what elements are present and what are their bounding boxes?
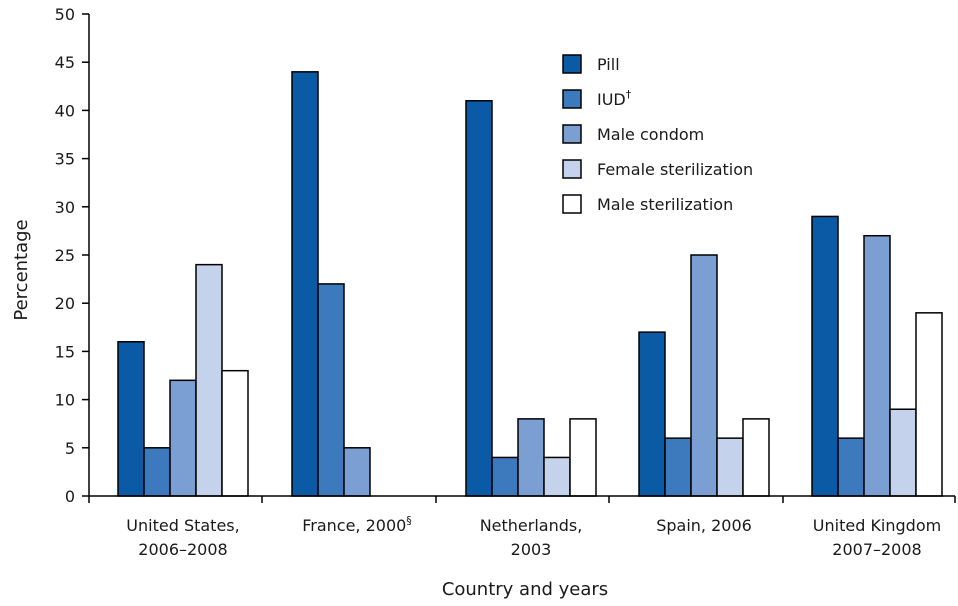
legend-swatch (562, 124, 582, 144)
bar-iud-2 (491, 456, 519, 497)
x-category-label: Spain, 2006 (656, 516, 752, 535)
bar-pill-1 (291, 71, 319, 497)
x-category-label: France, 2000§ (302, 514, 412, 535)
y-axis-title: Percentage (11, 219, 32, 320)
bar-male-sterilization-3 (742, 418, 770, 497)
y-axis-ticks: 0 5 10 15 20 25 30 35 40 45 50 (55, 5, 89, 506)
legend-label: Male sterilization (597, 195, 733, 214)
bar-pill-2 (465, 100, 493, 497)
legend-swatch (562, 194, 582, 214)
bar-iud-3 (664, 437, 692, 497)
bar-female-sterilization-0 (195, 263, 223, 497)
bar-pill-3 (638, 331, 666, 497)
y-tick-label: 15 (55, 342, 75, 361)
x-category-label: United Kingdom 2007–2008 (813, 516, 941, 559)
bar-female-sterilization-3 (716, 437, 744, 497)
legend-label: Male condom (597, 125, 704, 144)
y-tick-label: 50 (55, 5, 75, 24)
x-category-label: United States, 2006–2008 (126, 516, 239, 559)
bar-male-condom-0 (169, 379, 197, 497)
bar-male-sterilization-2 (569, 418, 597, 497)
legend-swatch (562, 159, 582, 179)
bar-female-sterilization-4 (889, 408, 917, 497)
y-tick-label: 35 (55, 150, 75, 169)
y-tick-label: 25 (55, 246, 75, 265)
bar-male-sterilization-4 (915, 312, 943, 497)
y-tick-label: 20 (55, 294, 75, 313)
bar-male-sterilization-0 (221, 369, 249, 497)
bar-female-sterilization-2 (543, 456, 571, 497)
x-category-label: Netherlands, 2003 (480, 516, 583, 559)
bars-group (117, 71, 943, 497)
legend-label: IUD† (597, 88, 632, 109)
bar-male-condom-4 (863, 234, 891, 497)
bar-male-condom-2 (517, 418, 545, 497)
legend-label: Pill (597, 55, 620, 74)
bar-iud-4 (837, 437, 865, 497)
y-tick-label: 45 (55, 53, 75, 72)
bar-pill-0 (117, 341, 145, 497)
legend-swatch (562, 54, 582, 74)
legend-swatch (562, 89, 582, 109)
bar-male-condom-3 (690, 254, 718, 497)
y-tick-label: 30 (55, 198, 75, 217)
bar-iud-0 (143, 447, 171, 497)
y-tick-label: 0 (65, 487, 75, 506)
bar-male-condom-1 (343, 447, 371, 497)
legend: Pill IUD† Male condom Female sterilization M… (562, 54, 753, 214)
y-tick-label: 10 (55, 391, 75, 410)
bar-pill-4 (811, 215, 839, 497)
x-axis-ticks: United States, 2006–2008 France, 2000§ Neth… (88, 496, 956, 559)
x-axis-title: Country and years (442, 579, 608, 600)
bar-iud-1 (317, 283, 345, 497)
y-tick-label: 40 (55, 101, 75, 120)
y-tick-label: 5 (65, 439, 75, 458)
legend-label: Female sterilization (597, 160, 753, 179)
